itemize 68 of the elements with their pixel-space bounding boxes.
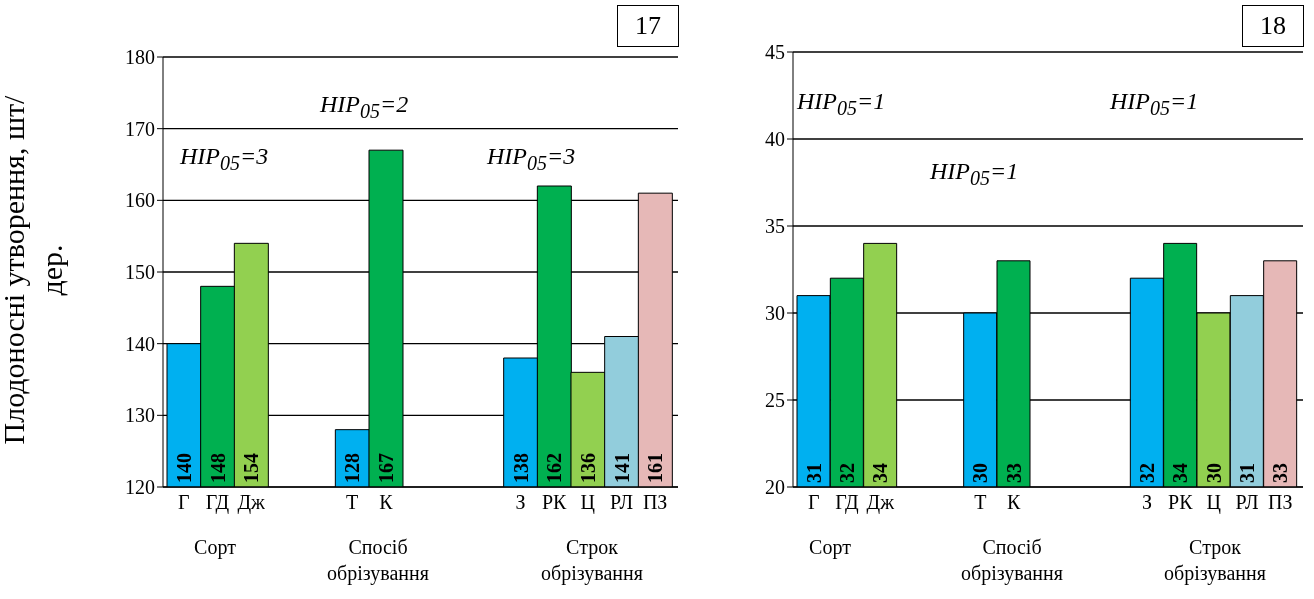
x-tick-label: Г [807,491,820,514]
data-label: 162 [543,453,566,483]
text: Спосіб обрізування [960,535,1064,586]
data-label: 32 [1135,463,1158,483]
annotation: HIP$_{05}$=1 [930,158,1019,190]
y-tick-label: 30 [765,302,785,325]
x-tick-label: РК [541,491,568,514]
y-tick-label: 180 [125,46,155,69]
data-label: 136 [577,453,599,483]
data-label: 154 [240,453,263,483]
text: Сорт [808,535,852,560]
x-tick-label: РЛ [609,491,634,514]
x-tick-label: Г [178,491,190,514]
data-label: 141 [610,453,633,483]
text: Спосіб обрізування [326,535,430,586]
data-label: 161 [644,453,667,483]
x-tick-label: РЛ [1235,491,1259,514]
x-tick-label: Ц [1206,491,1221,515]
y-tick-label: 35 [765,215,785,238]
y-tick-label: 120 [125,476,155,499]
x-tick-label: РК [1168,491,1194,514]
annotation: HIP$_{05}$=2 [320,91,409,123]
y-tick-label: 130 [125,404,155,427]
chart-title: 18 [1242,5,1304,47]
y-tick-label: 150 [125,261,155,284]
y-tick-label: 170 [125,117,155,140]
chart-title: 17 [617,5,679,47]
data-label: 138 [509,453,532,483]
y-tick-label: 20 [765,476,785,499]
data-label: 30 [1202,463,1225,483]
x-tick-label: Т [974,491,987,514]
y-axis-title: Плодоносні утворення, шт/дер. [0,94,69,447]
data-label: 33 [1269,463,1292,483]
x-tick-label: К [379,491,394,514]
data-label: 31 [802,463,825,483]
data-label: 148 [206,453,229,483]
data-label: 32 [835,463,858,483]
data-label: 33 [1002,463,1025,483]
x-tick-label: К [1006,491,1021,514]
data-label: 30 [969,463,992,483]
x-tick-label: ГД [835,491,860,515]
text: Строк обрізування [540,535,644,586]
text: Строк обрізування [1163,535,1267,586]
x-tick-label: ПЗ [1268,491,1293,514]
annotation: HIP$_{05}$=1 [797,88,886,120]
text: Сорт [193,535,237,560]
x-tick-label: Т [346,491,359,514]
data-label: 140 [173,453,195,483]
y-tick-label: 45 [765,41,785,64]
annotation: HIP$_{05}$=3 [180,143,269,175]
x-tick-label: Дж [237,491,266,515]
data-label: 31 [1235,463,1258,483]
x-tick-label: Дж [866,491,895,515]
data-label: 167 [375,453,397,483]
x-tick-label: З [515,491,526,514]
annotation: HIP$_{05}$=3 [487,143,576,175]
x-tick-label: ГД [205,491,230,515]
data-label: 128 [341,453,364,483]
data-label: 34 [869,463,892,483]
y-tick-label: 140 [125,332,155,355]
x-tick-label: ПЗ [642,491,668,514]
x-tick-label: З [1141,491,1153,514]
y-tick-label: 40 [765,128,785,151]
annotation: HIP$_{05}$=1 [1110,88,1199,120]
y-tick-label: 160 [125,189,155,212]
y-tick-label: 25 [765,389,785,412]
x-tick-label: Ц [580,491,596,515]
data-label: 34 [1169,463,1192,483]
